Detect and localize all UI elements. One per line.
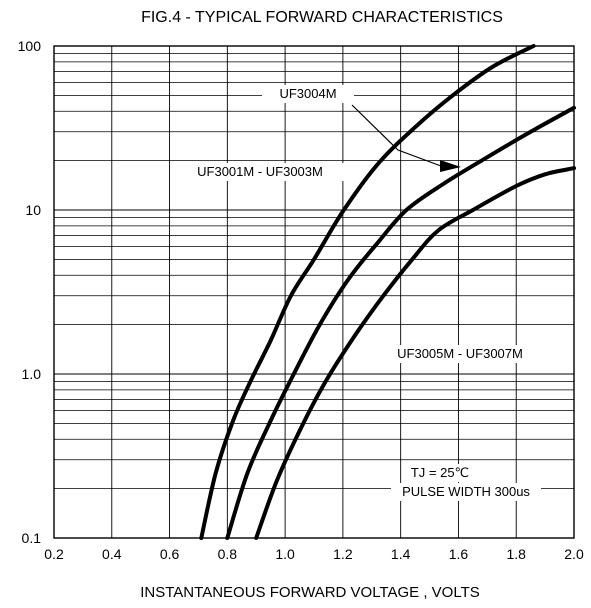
label-uf3001m-uf3003m-background — [171, 163, 349, 181]
x-tick-label: 0.8 — [218, 546, 238, 562]
leader-line — [351, 104, 442, 167]
x-tick-label: 1.6 — [449, 546, 469, 562]
chart-title: FIG.4 - TYPICAL FORWARD CHARACTERISTICS — [141, 9, 503, 26]
series-line-1 — [199, 44, 536, 540]
label-pulse-width: PULSE WIDTH 300us — [402, 484, 530, 499]
label-uf3005m-uf3007m-background — [370, 345, 550, 363]
label-tj: TJ = 25℃ — [411, 465, 469, 480]
arrowhead-icon — [440, 160, 461, 172]
label-tj-background — [405, 464, 475, 482]
x-tick-label: 1.0 — [275, 546, 295, 562]
y-tick-label: 100 — [18, 38, 42, 54]
x-tick-label: 0.6 — [160, 546, 180, 562]
y-tick-label: 1.0 — [22, 366, 42, 382]
y-tick-label: 0.1 — [22, 530, 42, 546]
plot-frame — [53, 45, 575, 539]
x-axis-title: INSTANTANEOUS FORWARD VOLTAGE , VOLTS — [140, 584, 480, 601]
tick-labels: 0.2 0.4 0.6 0.8 1.0 1.2 1.4 1.6 1.8 2.0 0.1 1.0 10 10… — [18, 38, 584, 562]
x-tick-label: 2.0 — [564, 546, 584, 562]
y-tick-label: 10 — [25, 202, 41, 218]
series-line-3 — [254, 166, 576, 540]
label-uf3004m-background — [262, 85, 354, 103]
grid-lines — [53, 45, 575, 539]
label-pulse-width-background — [391, 483, 541, 501]
label-uf3005m-uf3007m: UF3005M - UF3007M — [397, 346, 523, 361]
x-tick-label: 0.2 — [44, 546, 64, 562]
label-uf3004m: UF3004M — [279, 86, 336, 101]
x-tick-label: 1.2 — [333, 546, 353, 562]
series-curves — [199, 44, 576, 540]
series-line-2 — [225, 105, 576, 540]
x-tick-label: 0.4 — [102, 546, 122, 562]
annotations: UF3004M UF3001M - UF3003M UF3005M - UF3007… — [171, 85, 550, 501]
x-tick-label: 1.8 — [506, 546, 526, 562]
x-tick-label: 1.4 — [391, 546, 411, 562]
label-uf3001m-uf3003m: UF3001M - UF3003M — [197, 164, 323, 179]
